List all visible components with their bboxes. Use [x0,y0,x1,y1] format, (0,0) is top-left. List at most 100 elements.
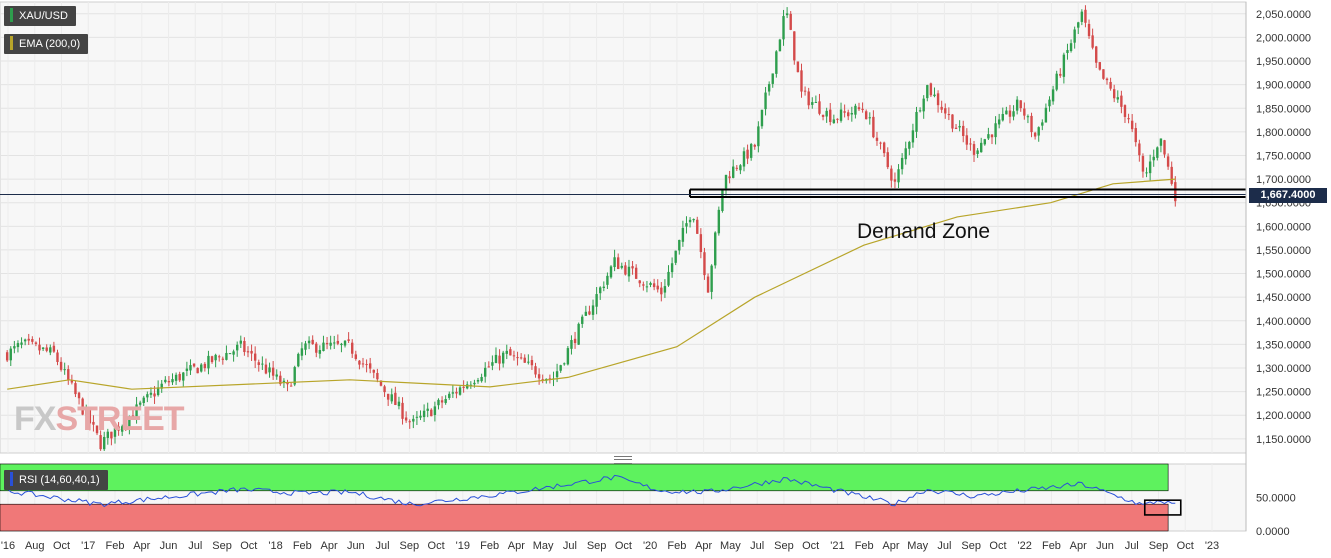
candle-body-down [951,114,954,129]
candle-body-down [857,107,861,110]
candle-body-up [297,353,300,367]
candle-body-up [128,416,131,428]
candle-body-down [117,426,120,431]
candle-body-up [987,134,990,139]
candle-body-up [505,350,508,354]
candle-body-up [563,363,566,365]
candle-body-up [904,148,907,160]
candle-body-down [936,93,940,106]
ema-badge[interactable]: EMA (200,0) [4,34,89,54]
candle-body-down [634,267,638,279]
candle-body-up [1051,89,1055,102]
candle-body-down [1105,78,1109,81]
rsi-badge[interactable]: RSI (14,60,40,1) [4,470,108,490]
candle-body-down [656,285,659,290]
x-tick-label: Jul [750,540,764,552]
x-tick-label: Sep [212,540,232,552]
candle-body-up [714,232,717,266]
candle-body-up [142,397,145,403]
candle-body-down [1127,118,1130,120]
candle-body-up [412,418,415,422]
candle-body-up [1026,116,1030,118]
candle-body-up [724,174,728,189]
candle-body-up [595,294,598,307]
candle-body-down [703,252,706,276]
candle-body-up [678,239,681,251]
candle-body-up [980,142,983,153]
candle-body-down [509,349,512,356]
pane-resize-handle[interactable] [614,456,632,464]
candle-body-down [354,354,358,359]
candle-body-up [23,339,27,342]
candle-body-up [476,380,480,382]
candle-body-down [5,352,9,361]
candle-body-up [570,340,573,349]
candle-body-down [861,108,864,111]
symbol-label: XAU/USD [19,10,68,22]
candle-body-up [839,109,843,121]
candle-body-down [965,135,969,145]
candle-body-down [365,364,368,366]
candle-body-up [307,340,311,344]
candle-body-down [221,358,225,360]
candle-body-down [818,101,821,114]
candle-body-up [207,355,210,369]
candle-body-up [49,347,52,353]
candle-body-up [620,265,623,268]
candle-body-down [882,142,886,154]
rsi-highlight-box [1143,499,1182,516]
candle-body-down [735,167,738,169]
candle-body-up [613,257,616,268]
candle-body-down [347,339,350,341]
x-tick-label: Feb [480,540,499,552]
candle-body-up [13,346,16,349]
candle-body-down [376,372,379,380]
candle-body-down [1019,100,1022,109]
candle-body-up [922,98,925,112]
x-tick-label: '19 [456,540,470,552]
candle-body-down [843,111,846,113]
candle-body-up [1148,161,1152,174]
candle-body-up [566,348,570,365]
candle-body-up [458,387,462,395]
candle-body-up [501,352,505,364]
candle-body-up [390,394,393,402]
candle-body-down [1123,105,1127,117]
candle-body-down [95,425,99,434]
candle-body-down [706,276,710,293]
price-tick-label: 1,200.0000 [1256,410,1311,422]
candle-body-down [315,343,318,353]
candle-body-up [466,384,469,389]
candle-body-up [670,263,674,273]
candle-body-up [20,342,23,345]
candle-body-up [106,431,110,438]
x-tick-label: Apr [321,540,338,552]
candle-body-down [56,352,59,362]
candle-body-down [1138,143,1141,156]
candle-body-up [555,371,559,378]
x-tick-label: Feb [1042,540,1061,552]
candle-body-down [351,342,354,354]
candle-body-down [624,265,627,275]
candle-body-down [81,398,84,415]
candle-body-up [160,383,163,389]
candle-body-down [875,137,879,141]
candle-body-down [821,114,825,117]
candle-body-up [304,343,307,350]
candle-body-up [645,286,649,288]
symbol-badge[interactable]: XAU/USD [4,6,76,26]
candle-body-down [31,339,34,342]
candle-body-down [940,106,943,110]
candle-body-down [74,383,77,395]
candle-body-down [311,339,314,345]
candle-body-up [333,342,336,344]
candle-body-up [710,265,713,292]
demand-zone-label: Demand Zone [857,220,991,243]
candle-body-up [1048,99,1051,107]
candle-body-up [322,342,325,352]
x-tick-label: Oct [989,540,1006,552]
candle-body-down [196,367,199,374]
x-tick-label: '16 [1,540,15,552]
x-tick-label: Aug [25,540,45,552]
